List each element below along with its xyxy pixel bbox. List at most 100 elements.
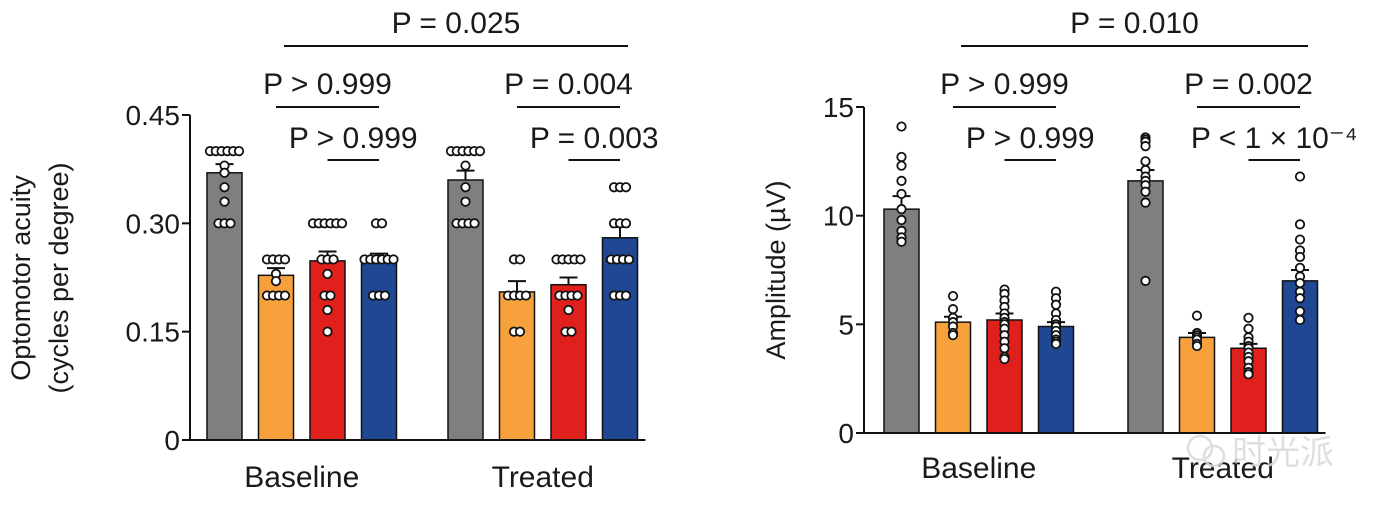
data-point <box>1243 369 1254 380</box>
watermark-text: 时光派 <box>1232 434 1334 472</box>
data-point <box>1243 312 1254 323</box>
p-value-label: P = 0.025 <box>392 7 521 40</box>
p-value-label: P > 0.999 <box>289 122 418 155</box>
data-point <box>1294 234 1306 245</box>
data-point <box>572 290 583 301</box>
y-tick-label: 0.30 <box>126 208 181 239</box>
data-point <box>896 175 907 186</box>
bar <box>257 274 295 441</box>
data-point <box>896 204 907 215</box>
data-point <box>460 160 471 171</box>
data-point <box>279 254 291 265</box>
p-value-label: P = 0.010 <box>1070 7 1199 40</box>
p-value-label: P > 0.999 <box>263 68 392 101</box>
data-point <box>1294 306 1306 317</box>
data-point <box>270 276 282 287</box>
data-point <box>460 182 471 193</box>
y-axis-label: Optomotor acuity <box>6 175 36 381</box>
data-point <box>896 160 907 171</box>
data-point <box>474 146 486 157</box>
data-point <box>575 254 586 265</box>
data-point <box>566 326 577 337</box>
p-value-label: P < 1 × 10⁻⁴ <box>1191 122 1358 155</box>
data-point <box>1294 314 1306 326</box>
data-point <box>563 304 574 316</box>
y-tick-label: 10 <box>823 201 854 232</box>
bar <box>601 237 639 441</box>
watermark: 时光派 <box>1186 434 1334 472</box>
data-point <box>1294 277 1306 289</box>
data-point <box>1294 171 1306 182</box>
data-point <box>1140 141 1151 152</box>
data-point <box>999 354 1010 365</box>
data-point <box>620 182 632 193</box>
data-point <box>279 290 291 301</box>
group-label: Baseline <box>244 461 359 494</box>
data-point <box>947 304 959 315</box>
data-point <box>336 218 348 229</box>
data-point <box>514 254 526 265</box>
data-point <box>1050 338 1062 349</box>
bar <box>206 172 243 441</box>
group-label: Treated <box>492 461 594 494</box>
data-point <box>896 188 907 200</box>
data-point <box>388 254 399 265</box>
data-point <box>999 343 1010 354</box>
data-point <box>1050 299 1062 310</box>
bar <box>498 291 536 441</box>
data-point <box>1294 293 1306 304</box>
y-tick-label: 0 <box>164 425 180 456</box>
data-point <box>225 218 236 229</box>
data-point <box>1243 323 1254 334</box>
p-value-label: P > 0.999 <box>940 68 1069 101</box>
y-axis-label: Amplitude (µV) <box>761 180 791 359</box>
data-point <box>1140 186 1151 197</box>
data-point <box>469 218 480 229</box>
data-point <box>623 254 635 265</box>
y-tick-label: 5 <box>838 309 854 340</box>
data-point <box>1140 156 1151 167</box>
data-point <box>1140 275 1151 286</box>
bar <box>1281 280 1319 434</box>
data-point <box>233 146 245 157</box>
data-point <box>322 304 333 316</box>
data-point <box>322 326 333 337</box>
data-point <box>896 121 907 132</box>
data-point <box>896 214 907 226</box>
data-point <box>379 290 391 301</box>
data-point <box>325 290 336 301</box>
p-value-label: P = 0.003 <box>530 122 659 155</box>
data-point <box>620 290 632 301</box>
y-tick-label: 0 <box>838 418 854 449</box>
data-point <box>1140 197 1151 208</box>
data-point <box>219 196 230 207</box>
y-tick-label: 0.45 <box>126 100 181 131</box>
bar <box>360 258 398 441</box>
p-value-label: P > 0.999 <box>966 122 1095 155</box>
bar <box>309 260 346 441</box>
data-point <box>1191 340 1203 352</box>
data-point <box>376 218 388 229</box>
data-point <box>1191 310 1203 321</box>
data-point <box>219 167 230 178</box>
data-point <box>520 290 532 301</box>
data-point <box>514 326 526 337</box>
group-label: Baseline <box>921 452 1036 485</box>
data-point <box>1294 262 1306 273</box>
bar <box>447 179 484 441</box>
data-point <box>322 268 333 279</box>
data-point <box>328 254 339 265</box>
p-value-label: P = 0.004 <box>504 68 633 101</box>
y-tick-label: 15 <box>823 92 854 123</box>
data-point <box>947 330 959 341</box>
y-axis-label: (cycles per degree) <box>44 162 74 393</box>
data-point <box>620 218 632 229</box>
bar <box>1127 180 1164 434</box>
y-tick-label: 0.15 <box>126 317 181 348</box>
data-point <box>1294 251 1306 263</box>
wechat-icon <box>1186 434 1226 468</box>
bar <box>934 321 972 434</box>
data-point <box>219 182 230 193</box>
